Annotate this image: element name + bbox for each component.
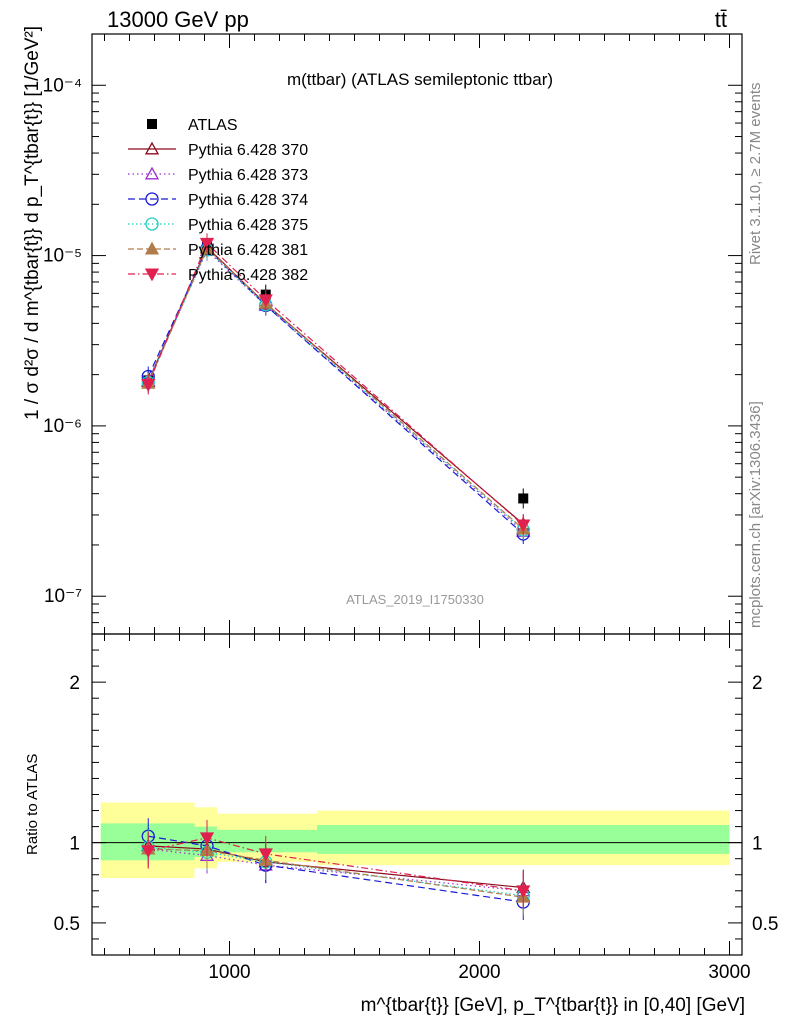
legend: ATLAS Pythia 6.428 370 Pythia 6.428 373 Pyt… (128, 117, 308, 284)
legend-label: Pythia 6.428 373 (188, 167, 308, 184)
y-tick-label: 10⁻⁴ (43, 75, 82, 96)
main-plot: 10⁻⁴ 10⁻⁵ 10⁻⁶ 10⁻⁷ (43, 33, 743, 635)
x-tick-label: 3000 (708, 962, 750, 983)
side-label-top: Rivet 3.1.10, ≥ 2.7M events (747, 83, 764, 266)
x-tick-label: 2000 (458, 962, 500, 983)
plot-title: m(ttbar) (ATLAS semileptonic ttbar) (287, 70, 553, 89)
uncertainty-band-inner (217, 829, 317, 853)
ratio-y-tick-label: 1 (69, 834, 80, 855)
legend-label: Pythia 6.428 382 (188, 267, 308, 284)
ratio-y-tick-label: 1 (752, 834, 763, 855)
data-point (258, 294, 273, 308)
data-point (518, 493, 529, 504)
ratio-series-line (148, 835, 524, 903)
ratio-series-line (148, 848, 524, 892)
series-line (147, 248, 524, 531)
process-label: tt̄ (715, 7, 727, 32)
ratio-point (516, 885, 531, 899)
data-point (141, 379, 156, 392)
series-line (147, 247, 524, 530)
data-point (516, 519, 531, 533)
ratio-point (199, 832, 215, 846)
legend-label: Pythia 6.428 370 (188, 142, 308, 159)
series-line (147, 249, 524, 532)
ratio-series-line (148, 848, 524, 898)
energy-label: 13000 GeV pp (107, 7, 249, 32)
y-tick-label: 10⁻⁷ (44, 586, 82, 607)
y-tick-label: 10⁻⁶ (43, 416, 82, 437)
ratio-plot: 1000 2000 3000 0.5 0.5 1 1 2 2 (54, 633, 778, 983)
x-axis-label: m^{tbar{t}} [GeV], p_T^{tbar{t}} in [0,4… (361, 995, 745, 1016)
ratio-y-axis-label: Ratio to ATLAS (24, 754, 41, 855)
ratio-y-tick-label: 0.5 (752, 914, 778, 935)
legend-label: Pythia 6.428 375 (188, 217, 308, 234)
ratio-y-tick-label: 0.5 (54, 914, 80, 935)
legend-marker (145, 217, 159, 231)
legend-label: Pythia 6.428 374 (188, 192, 308, 209)
legend-marker (144, 166, 160, 180)
y-tick-label: 10⁻⁵ (43, 246, 82, 267)
legend-marker (147, 119, 157, 129)
ratio-y-tick-label: 2 (752, 673, 763, 694)
ratio-y-tick-label: 2 (69, 673, 80, 694)
legend-marker (144, 268, 160, 282)
series-line (147, 242, 524, 526)
legend-marker (144, 141, 160, 155)
data-point (199, 237, 215, 251)
side-label-bottom: mcplots.cern.ch [arXiv:1306.3436] (747, 401, 764, 628)
main-y-axis-label: 1 / σ d²σ / d m^{tbar{t}} d p_T^{tbar{t}… (22, 26, 43, 420)
ratio-point (258, 848, 273, 862)
legend-marker (144, 241, 160, 255)
ratio-point (141, 845, 156, 859)
x-tick-label: 1000 (208, 962, 250, 983)
ratio-frame (91, 633, 743, 956)
watermark: ATLAS_2019_I1750330 (346, 592, 484, 607)
ratio-series-line (148, 837, 524, 892)
series-line (147, 247, 524, 535)
uncertainty-band-inner (317, 824, 730, 854)
legend-label: ATLAS (188, 117, 238, 134)
legend-marker (145, 192, 159, 206)
legend-label: Pythia 6.428 381 (188, 242, 308, 259)
